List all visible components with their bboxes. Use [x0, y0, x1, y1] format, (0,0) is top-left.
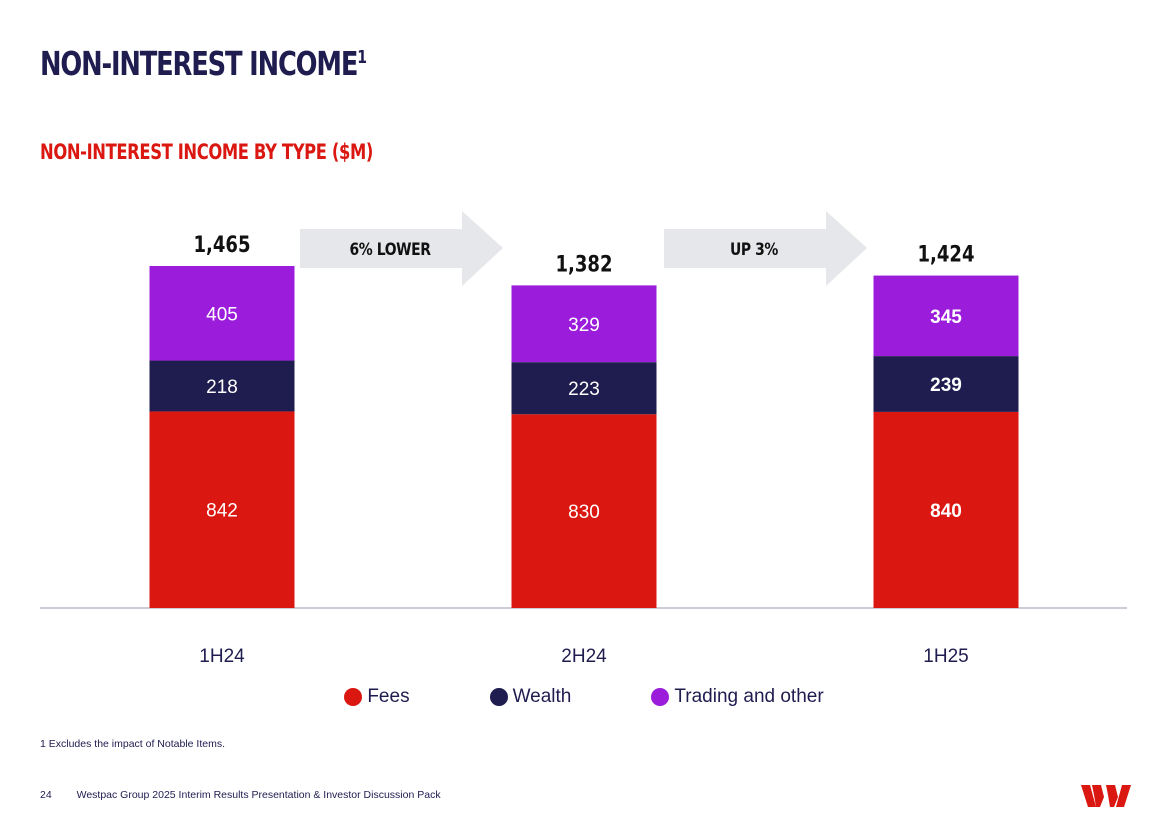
legend-dot-trading	[651, 688, 670, 706]
bar-1h25-fees	[873, 411, 1019, 608]
change-label-2: UP 3%	[730, 240, 779, 260]
legend-label-fees: Fees	[367, 686, 410, 707]
data-label-1h24-wealth: 218	[206, 377, 238, 398]
legend-dot-wealth	[489, 688, 508, 706]
page-title: NON-INTEREST INCOME1	[40, 44, 368, 83]
bar-1h24-trading-and-other	[149, 266, 295, 361]
chart-legend: Fees Wealth Trading and other	[0, 686, 1168, 708]
bar-1h25-wealth	[873, 356, 1019, 412]
legend-item-wealth: Wealth	[489, 686, 572, 708]
x-tick-label-2h24: 2H24	[561, 646, 607, 667]
footer-text: Westpac Group 2025 Interim Results Prese…	[76, 789, 441, 801]
bar-2h24-wealth	[511, 362, 657, 415]
page-number: 24	[40, 789, 52, 801]
bar-2h24-trading-and-other	[511, 285, 657, 363]
bar-1h25-trading-and-other	[873, 275, 1019, 357]
data-label-1h25-trading-and-other: 345	[930, 307, 962, 328]
change-arrow-2	[664, 211, 867, 286]
bar-1h24-fees	[149, 411, 295, 608]
data-label-2h24-fees: 830	[568, 502, 600, 523]
data-label-2h24-trading-and-other: 329	[568, 315, 600, 336]
data-label-1h24-trading-and-other: 405	[206, 304, 238, 325]
title-footnote-marker: 1	[357, 47, 368, 68]
bar-1h24-wealth	[149, 360, 295, 412]
legend-label-trading: Trading and other	[674, 686, 824, 707]
total-label-1h25: 1,424	[917, 241, 974, 267]
footer: 24 Westpac Group 2025 Interim Results Pr…	[40, 789, 441, 801]
legend-item-fees: Fees	[344, 686, 410, 708]
stacked-bar-chart: 6% LOWER UP 3% 842 218 405 1,465 1H24 830 223 329…	[40, 211, 1127, 667]
change-label-1: 6% LOWER	[349, 240, 430, 260]
data-label-2h24-wealth: 223	[568, 379, 600, 400]
x-tick-label-1h24: 1H24	[199, 646, 245, 667]
total-label-2h24: 1,382	[555, 251, 612, 277]
legend-label-wealth: Wealth	[512, 686, 572, 707]
change-arrow-1	[300, 211, 503, 286]
legend-dot-fees	[344, 688, 363, 706]
data-label-1h24-fees: 842	[206, 501, 238, 522]
westpac-logo-icon	[1081, 785, 1131, 807]
footnote: 1 Excludes the impact of Notable Items.	[40, 738, 226, 750]
chart-title: NON-INTEREST INCOME BY TYPE ($M)	[40, 140, 373, 164]
legend-item-trading: Trading and other	[651, 686, 824, 708]
data-label-1h25-fees: 840	[930, 501, 962, 522]
x-tick-label-1h25: 1H25	[923, 646, 968, 667]
bar-2h24-fees	[511, 414, 657, 608]
total-label-1h24: 1,465	[193, 231, 250, 257]
data-label-1h25-wealth: 239	[930, 375, 962, 396]
